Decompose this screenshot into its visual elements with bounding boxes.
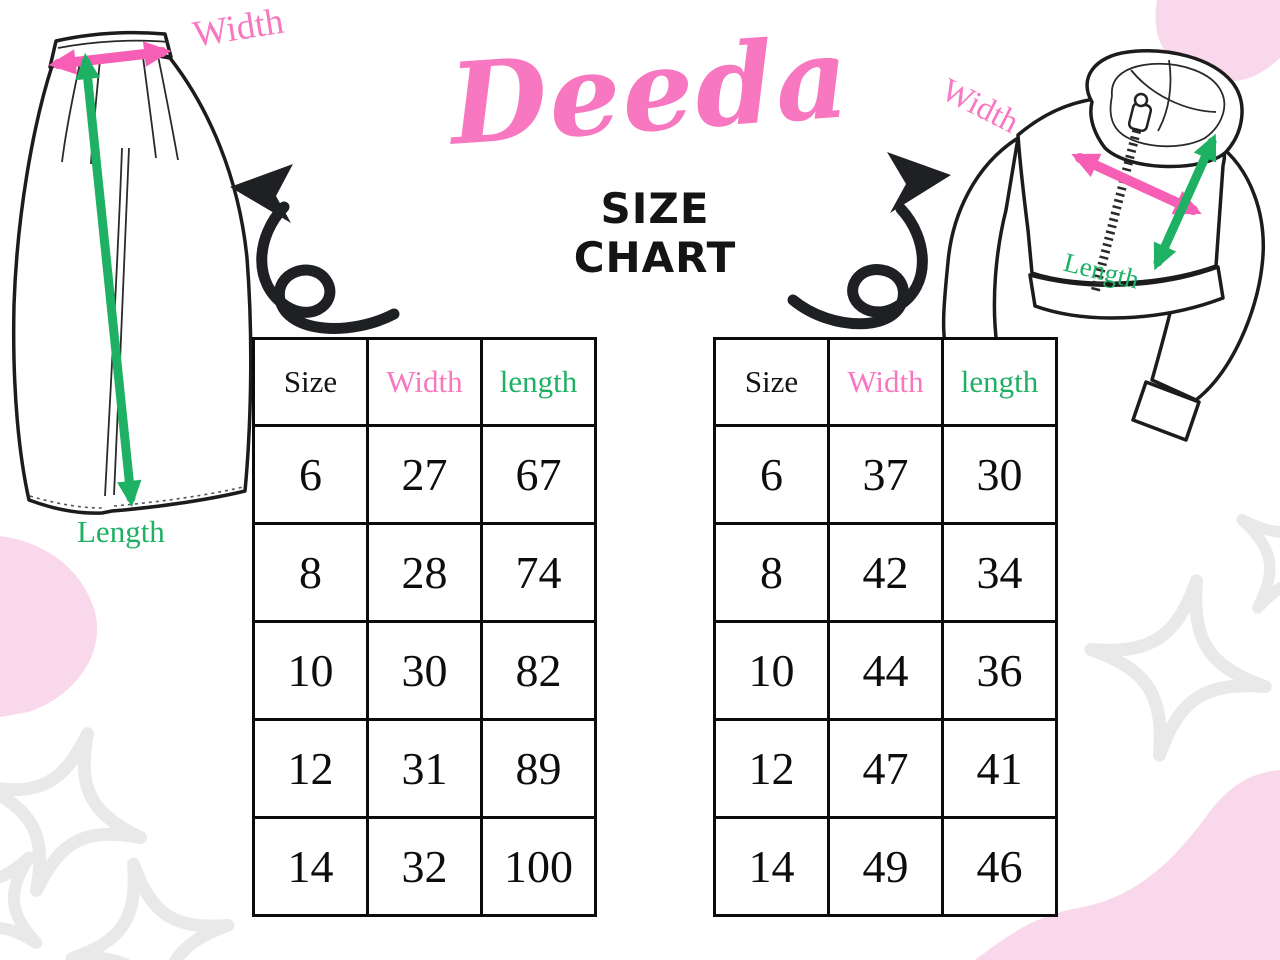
sparkle-stars: [0, 498, 1280, 960]
table-cell: 8: [713, 522, 830, 623]
table-cell: 34: [941, 522, 1058, 623]
pink-blob-top-right: [1155, 0, 1280, 82]
table-cell: 8: [252, 522, 369, 623]
column-header: Size: [252, 337, 369, 427]
skirt-measure-arrows: [48, 41, 172, 508]
hoodie-size-table: Size Width length 6 37 30 8 42 34 10 44 36 12 47 41 14…: [713, 337, 1058, 917]
skirt-illustration: [11, 30, 253, 515]
table-cell: 49: [827, 816, 944, 917]
table-row: 8 42 34: [713, 522, 1058, 623]
column-header: Width: [366, 337, 483, 427]
table-cell: 27: [366, 424, 483, 525]
hoodie-length-label: Length: [1060, 247, 1143, 295]
table-cell: 30: [941, 424, 1058, 525]
table-cell: 74: [480, 522, 597, 623]
column-header: Width: [827, 337, 944, 427]
column-header: length: [941, 337, 1058, 427]
table-cell: 12: [252, 718, 369, 819]
table-row: 6 27 67: [252, 424, 597, 525]
skirt-width-label: Width: [190, 0, 287, 56]
table-cell: 37: [827, 424, 944, 525]
table-row: 8 28 74: [252, 522, 597, 623]
table-cell: 46: [941, 816, 1058, 917]
column-header: Size: [713, 337, 830, 427]
table-cell: 6: [252, 424, 369, 525]
table-cell: 67: [480, 424, 597, 525]
skirt-length-label: Length: [77, 514, 165, 549]
table-cell: 30: [366, 620, 483, 721]
table-cell: 14: [713, 816, 830, 917]
hoodie-measure-arrows: [1071, 133, 1217, 271]
table-row: 12 47 41: [713, 718, 1058, 819]
table-cell: 82: [480, 620, 597, 721]
table-cell: 47: [827, 718, 944, 819]
skirt-size-table: Size Width length 6 27 67 8 28 74 10 30 82 12 31 89 14…: [252, 337, 597, 917]
table-row: 14 49 46: [713, 816, 1058, 917]
table-cell: 44: [827, 620, 944, 721]
hoodie-width-label: Width: [935, 72, 1025, 141]
header-row: Size Width length: [252, 337, 597, 427]
table-cell: 6: [713, 424, 830, 525]
table-cell: 31: [366, 718, 483, 819]
table-cell: 12: [713, 718, 830, 819]
table-row: 12 31 89: [252, 718, 597, 819]
table-cell: 28: [366, 522, 483, 623]
table-row: 10 44 36: [713, 620, 1058, 721]
doodle-arrow-right: [787, 152, 951, 330]
table-row: 14 32 100: [252, 816, 597, 917]
page-title: SIZE CHART: [573, 184, 737, 282]
table-cell: 32: [366, 816, 483, 917]
brand-title: Deeda: [445, 12, 855, 171]
doodle-arrow-left: [230, 164, 400, 334]
table-row: 10 30 82: [252, 620, 597, 721]
table-cell: 14: [252, 816, 369, 917]
table-row: 6 37 30: [713, 424, 1058, 525]
table-cell: 89: [480, 718, 597, 819]
table-cell: 42: [827, 522, 944, 623]
pink-blob-left: [0, 536, 98, 717]
table-cell: 10: [713, 620, 830, 721]
column-header: length: [480, 337, 597, 427]
table-cell: 10: [252, 620, 369, 721]
table-cell: 41: [941, 718, 1058, 819]
header-row: Size Width length: [713, 337, 1058, 427]
table-cell: 36: [941, 620, 1058, 721]
table-cell: 100: [480, 816, 597, 917]
